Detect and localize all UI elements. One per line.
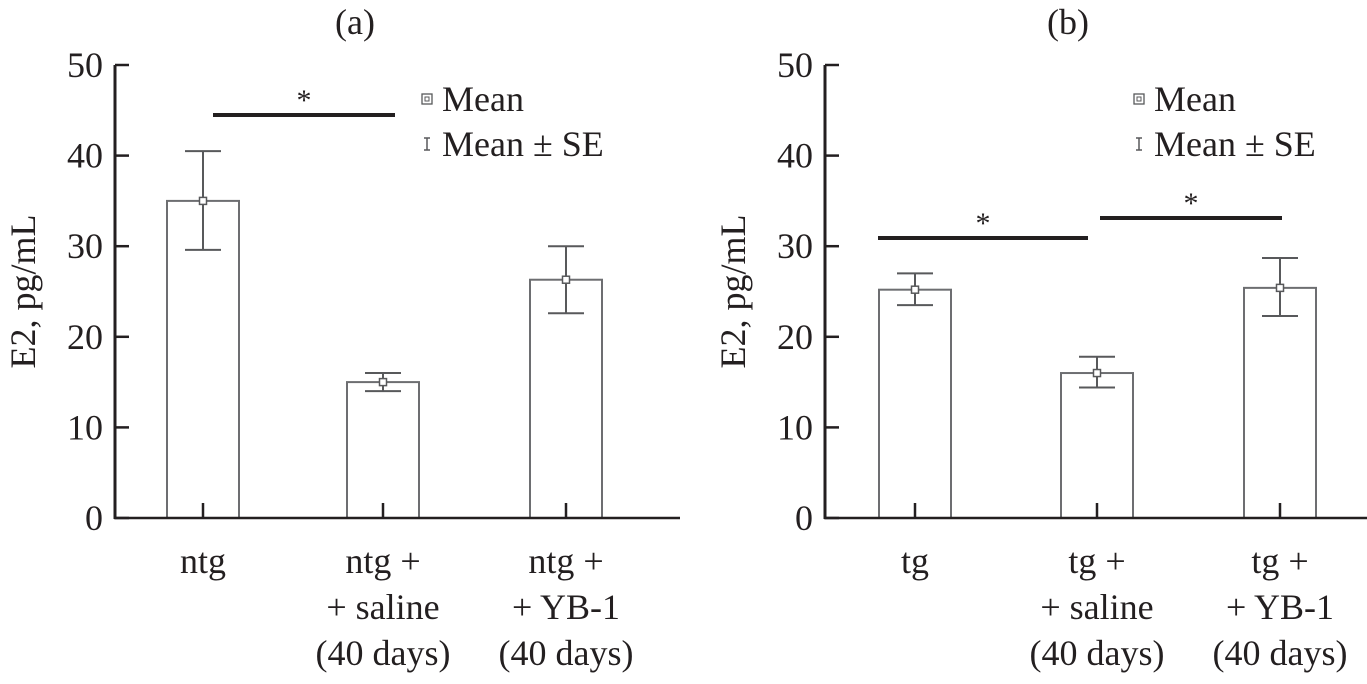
legend-label: Mean ± SE bbox=[442, 124, 604, 164]
mean-marker bbox=[378, 377, 388, 387]
bar bbox=[1060, 372, 1134, 520]
legend-mean-icon-inner bbox=[1136, 96, 1142, 102]
bar bbox=[529, 278, 603, 519]
x-tick-label: ntg bbox=[180, 541, 226, 581]
significance-star: * bbox=[297, 84, 312, 117]
mean-marker bbox=[1092, 368, 1102, 378]
legend-label: Mean ± SE bbox=[1154, 124, 1316, 164]
y-tick-label: 20 bbox=[777, 317, 813, 357]
y-axis-label: E2, pg/mL bbox=[3, 215, 43, 369]
x-tick-label: tg + bbox=[1251, 541, 1308, 581]
x-tick-label: (40 days) bbox=[1213, 633, 1348, 673]
x-tick-label: (40 days) bbox=[499, 633, 634, 673]
bar bbox=[166, 199, 240, 519]
y-tick-label: 20 bbox=[67, 317, 103, 357]
x-tick-label: + YB-1 bbox=[1226, 587, 1334, 627]
legend: Mean Mean ± SE bbox=[421, 79, 604, 164]
x-tick-label: + YB-1 bbox=[512, 587, 620, 627]
y-tick-label: 50 bbox=[67, 45, 103, 85]
mean-marker bbox=[910, 285, 920, 294]
x-tick-label: ntg + bbox=[345, 541, 420, 581]
y-axis-label: E2, pg/mL bbox=[713, 215, 753, 369]
significance-star: * bbox=[976, 207, 991, 240]
y-tick-label: 10 bbox=[777, 407, 813, 447]
y-tick-label: 0 bbox=[795, 498, 813, 538]
mean-marker bbox=[198, 196, 208, 206]
y-tick-label: 10 bbox=[67, 407, 103, 447]
x-tick-label: (40 days) bbox=[1030, 633, 1165, 673]
x-tick-label: ntg + bbox=[528, 541, 603, 581]
y-tick-label: 30 bbox=[67, 226, 103, 266]
x-tick-label: + saline bbox=[1040, 587, 1153, 627]
y-tick-label: 50 bbox=[777, 45, 813, 85]
x-tick-label: tg bbox=[901, 541, 929, 581]
y-tick-label: 30 bbox=[777, 226, 813, 266]
panel-a: (a) 0 10 20 30 40 50 E2, pg/mL ntg ntg + + saline (… bbox=[3, 2, 680, 673]
y-tick-label: 40 bbox=[67, 136, 103, 176]
x-tick-label: tg + bbox=[1068, 541, 1125, 581]
bar bbox=[1243, 286, 1317, 519]
bar bbox=[346, 381, 420, 519]
panel-label: (b) bbox=[1047, 2, 1089, 42]
significance-star: * bbox=[1184, 187, 1199, 220]
legend-label: Mean bbox=[1154, 79, 1236, 119]
mean-marker bbox=[1275, 283, 1285, 293]
panel-label: (a) bbox=[335, 2, 375, 42]
mean-marker bbox=[561, 275, 571, 284]
legend: Mean Mean ± SE bbox=[1133, 79, 1316, 164]
y-tick-label: 0 bbox=[85, 498, 103, 538]
x-tick-label: + saline bbox=[326, 587, 439, 627]
y-tick-label: 40 bbox=[777, 136, 813, 176]
legend-mean-icon-inner bbox=[424, 96, 430, 102]
x-tick-label: (40 days) bbox=[316, 633, 451, 673]
legend-label: Mean bbox=[442, 79, 524, 119]
bar bbox=[878, 288, 952, 519]
panel-b: (b) 0 10 20 30 40 50 E2, pg/mL tg tg + + saline (40… bbox=[713, 2, 1367, 673]
